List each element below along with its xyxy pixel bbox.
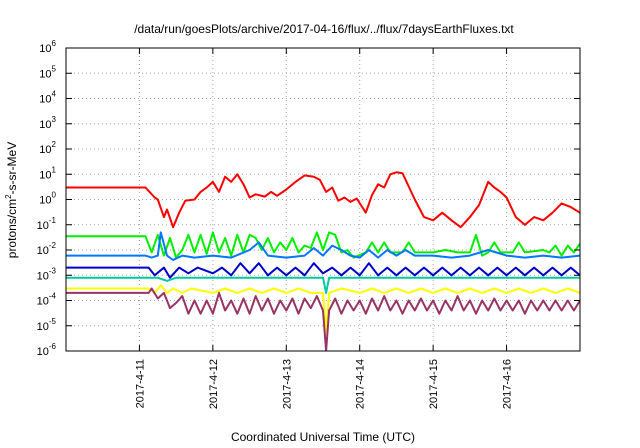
y-tick-label-exp: 3 xyxy=(52,115,57,124)
y-tick-label-base: 10 xyxy=(39,94,51,106)
y-tick-label-exp: 4 xyxy=(52,90,57,99)
x-tick-label: 2017-4-11 xyxy=(134,359,146,408)
x-axis-label: Coordinated Universal Time (UTC) xyxy=(231,430,415,444)
series-line-2 xyxy=(66,231,580,259)
y-tick-label-base: 10 xyxy=(39,119,51,131)
y-tick-label-base: 10 xyxy=(37,270,49,282)
x-axis-ticks: 2017-4-11 2017-4-12 2017-4-13 2017-4-14 2017… xyxy=(134,48,514,409)
y-tick-label-exp: -2 xyxy=(49,241,57,250)
y-tick-label-base: 10 xyxy=(39,169,51,181)
y-tick-label-exp: 1 xyxy=(52,165,57,174)
series-group xyxy=(66,171,580,351)
y-tick-label-base: 10 xyxy=(37,321,49,333)
y-axis-label-base: protons/cm xyxy=(5,199,19,258)
y-tick-label-base: 10 xyxy=(39,144,51,156)
y-tick-label: 10-6 xyxy=(37,342,57,358)
y-axis-label: protons/cm2-s-sr-MeV xyxy=(4,142,19,258)
y-axis-label-sup: 2 xyxy=(4,194,13,199)
y-tick-label-base: 10 xyxy=(39,68,51,80)
y-tick-label-exp: 6 xyxy=(52,39,57,48)
y-tick-label: 100 xyxy=(39,191,56,207)
series-line-3 xyxy=(66,231,580,261)
y-tick-label: 106 xyxy=(39,39,56,55)
x-tick-label: 2017-4-15 xyxy=(428,359,440,409)
y-tick-label: 103 xyxy=(39,115,56,131)
y-tick-label-base: 10 xyxy=(39,195,51,207)
y-tick-label: 10-4 xyxy=(37,292,57,308)
x-tick-label: 2017-4-13 xyxy=(281,359,293,409)
x-tick-label: 2017-4-14 xyxy=(355,359,367,409)
y-tick-label-base: 10 xyxy=(37,220,49,232)
chart-title: /data/run/goesPlots/archive/2017-04-16/f… xyxy=(134,22,514,36)
y-tick-label: 10-1 xyxy=(37,216,57,232)
y-tick-label-base: 10 xyxy=(39,43,51,55)
y-tick-label-base: 10 xyxy=(37,346,49,358)
y-tick-label: 101 xyxy=(39,165,56,181)
series-line-6 xyxy=(66,284,580,335)
y-tick-label-exp: -5 xyxy=(49,317,57,326)
y-tick-label: 104 xyxy=(39,90,56,106)
y-tick-label-exp: -3 xyxy=(49,266,57,275)
series-line-4 xyxy=(66,262,580,279)
y-axis-label-rest: -s-sr-MeV xyxy=(5,142,19,195)
y-tick-label-exp: 5 xyxy=(52,64,57,73)
y-tick-label-exp: -6 xyxy=(49,342,57,351)
x-tick-label: 2017-4-16 xyxy=(502,359,514,409)
series-line-1 xyxy=(66,171,580,229)
y-tick-label-base: 10 xyxy=(37,245,49,257)
y-tick-label: 105 xyxy=(39,64,56,80)
y-tick-label: 102 xyxy=(39,140,56,156)
y-tick-label-exp: 0 xyxy=(52,191,57,200)
y-tick-label: 10-5 xyxy=(37,317,57,333)
y-tick-label: 10-2 xyxy=(37,241,57,257)
y-tick-label-exp: -1 xyxy=(49,216,57,225)
x-tick-label: 2017-4-12 xyxy=(208,359,220,409)
y-axis-ticks: 10-610-510-410-310-210-11001011021031041… xyxy=(37,39,580,358)
y-tick-label-exp: -4 xyxy=(49,292,57,301)
series-line-5 xyxy=(66,276,580,294)
series-line-7 xyxy=(66,287,580,351)
y-tick-label: 10-3 xyxy=(37,266,57,282)
y-tick-label-exp: 2 xyxy=(52,140,57,149)
y-tick-label-base: 10 xyxy=(37,296,49,308)
